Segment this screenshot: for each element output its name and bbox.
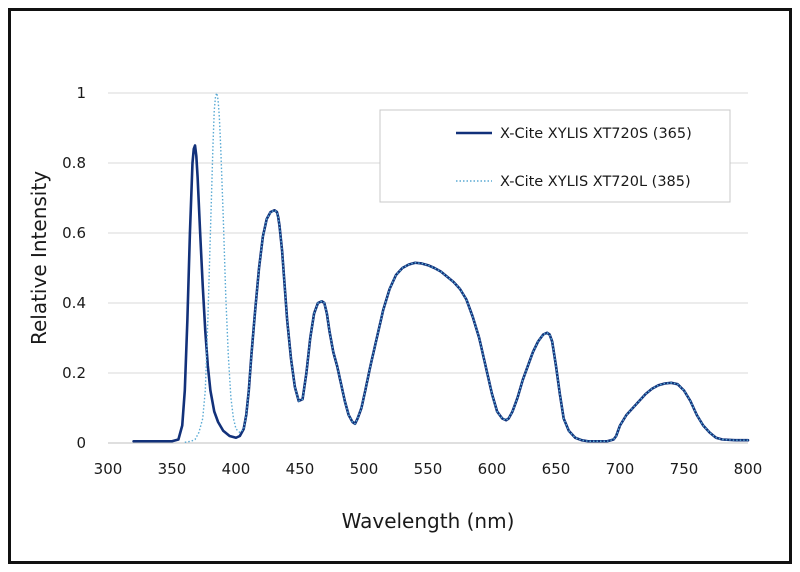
x-tick-label: 600 bbox=[478, 460, 507, 478]
legend-label-xt720l: X-Cite XYLIS XT720L (385) bbox=[500, 174, 691, 190]
y-tick-label: 1 bbox=[76, 84, 86, 102]
y-tick-label: 0.4 bbox=[62, 294, 86, 312]
x-tick-label: 750 bbox=[670, 460, 699, 478]
legend-box bbox=[379, 109, 731, 203]
x-tick-label: 450 bbox=[286, 460, 315, 478]
x-tick-label: 500 bbox=[350, 460, 379, 478]
x-tick-labels: 300 350 400 450 500 550 600 650 700 750 800 bbox=[94, 460, 763, 478]
y-tick-label: 0.2 bbox=[62, 364, 86, 382]
chart-frame bbox=[8, 8, 792, 564]
y-axis-title: Relative Intensity bbox=[27, 171, 51, 345]
x-tick-label: 700 bbox=[606, 460, 635, 478]
y-tick-label: 0.6 bbox=[62, 224, 86, 242]
x-tick-label: 550 bbox=[414, 460, 443, 478]
x-tick-label: 400 bbox=[222, 460, 251, 478]
x-axis-title: Wavelength (nm) bbox=[342, 509, 515, 533]
y-tick-label: 0.8 bbox=[62, 154, 86, 172]
y-tick-labels: 0 0.2 0.4 0.6 0.8 1 bbox=[62, 84, 86, 452]
grid-lines bbox=[108, 92, 748, 374]
x-tick-label: 300 bbox=[94, 460, 123, 478]
x-tick-label: 350 bbox=[158, 460, 187, 478]
x-tick-label: 650 bbox=[542, 460, 571, 478]
x-tick-label: 800 bbox=[734, 460, 763, 478]
y-tick-label: 0 bbox=[76, 434, 86, 452]
series-lines bbox=[132, 92, 750, 443]
legend: X-Cite XYLIS XT720S (365) X-Cite XYLIS X… bbox=[379, 109, 731, 203]
legend-label-xt720s: X-Cite XYLIS XT720S (365) bbox=[500, 126, 692, 142]
